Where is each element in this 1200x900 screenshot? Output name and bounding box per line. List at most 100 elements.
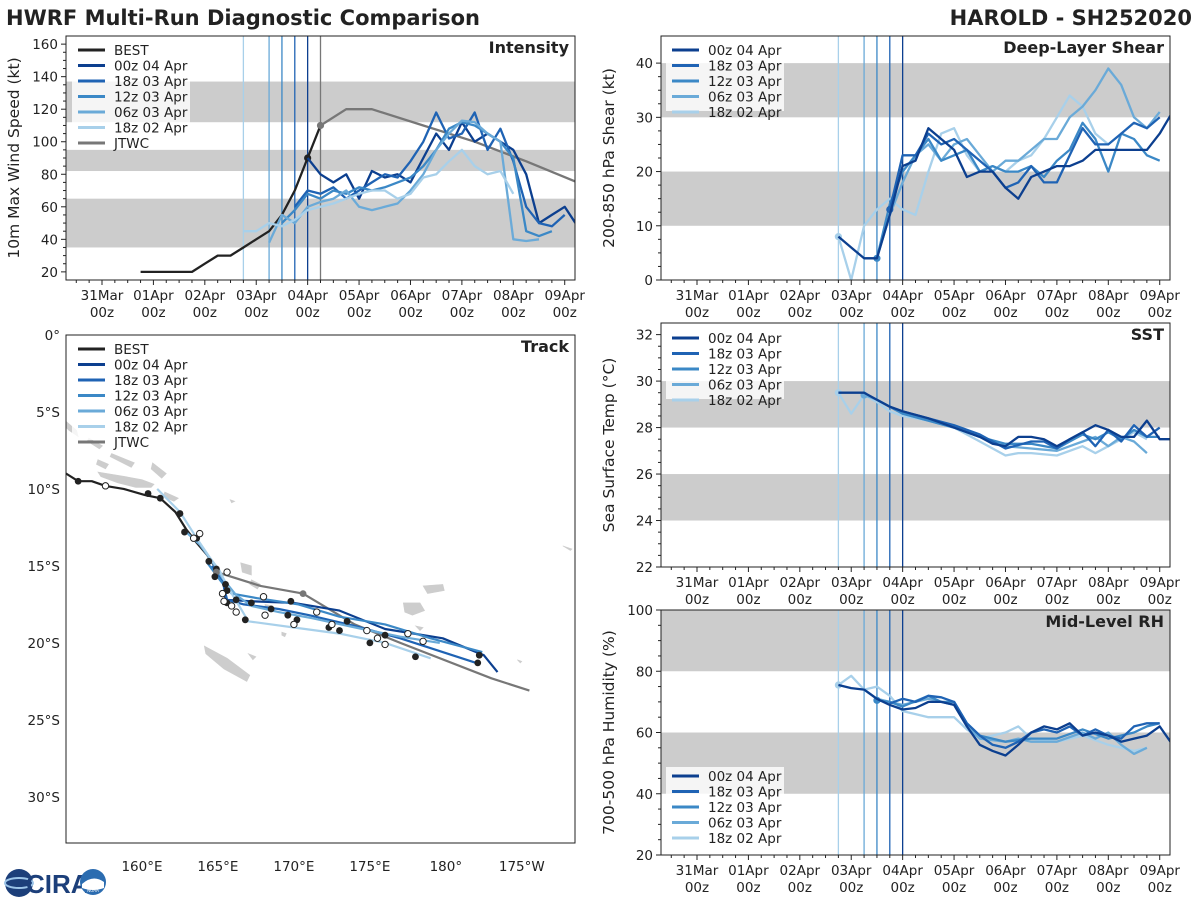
- panel-intensity: 2040608010012014016031Mar00z01Apr00z02Ap…: [5, 35, 585, 321]
- x-tick-label-date: 03Apr: [236, 288, 277, 304]
- y-tick-label: 100: [627, 603, 653, 619]
- x-tick-label-hour: 00z: [1045, 592, 1069, 608]
- x-tick-label-hour: 00z: [193, 305, 217, 321]
- legend-label: 18z 03 Apr: [114, 373, 188, 389]
- track-open-marker: [261, 611, 269, 619]
- track-position-marker: [211, 573, 219, 581]
- x-tick-label-date: 01Apr: [728, 288, 769, 304]
- y-tick-label: 28: [636, 421, 653, 437]
- y-tick-label: 26: [636, 467, 653, 483]
- track-open-marker: [189, 534, 198, 542]
- series-line: [875, 121, 1161, 259]
- globe-icon: [5, 869, 33, 897]
- x-tick-label-date: 07Apr: [442, 288, 483, 304]
- legend-label: 06z 03 Apr: [708, 90, 782, 106]
- x-tick-label-hour: 00z: [1096, 880, 1120, 896]
- legend-label: JTWC: [113, 435, 149, 451]
- x-tick-label-hour: 00z: [993, 880, 1017, 896]
- panel-title: Intensity: [489, 38, 570, 57]
- track-open-marker: [381, 640, 389, 649]
- x-tick-label-date: 03Apr: [831, 863, 872, 879]
- y-tick-label: 80: [41, 167, 58, 183]
- land-fiji-vanualevu: [422, 584, 445, 594]
- series-line: [837, 114, 1170, 260]
- x-tick-label-hour: 00z: [1045, 305, 1069, 321]
- legend-label: 18z 03 Apr: [114, 74, 188, 90]
- legend-label: 06z 03 Apr: [708, 816, 782, 832]
- x-tick-label-date: 05Apr: [934, 288, 975, 304]
- track-position-marker: [241, 616, 249, 624]
- track-open-marker: [196, 529, 204, 538]
- panel-title: Deep-Layer Shear: [1003, 38, 1164, 57]
- track-open-marker: [101, 482, 110, 490]
- x-tick-label-hour: 00z: [1096, 305, 1120, 321]
- legend-label: 18z 02 Apr: [708, 831, 782, 847]
- track-position-marker: [412, 653, 419, 661]
- x-tick-label-date: 06Apr: [985, 288, 1026, 304]
- x-tick-label-hour: 00z: [553, 305, 577, 321]
- legend-label: 00z 04 Apr: [114, 358, 188, 374]
- x-tick-label-hour: 00z: [296, 305, 320, 321]
- legend-label: 18z 03 Apr: [708, 347, 782, 363]
- track-position-marker: [287, 597, 295, 605]
- y-tick-label: 140: [32, 70, 58, 86]
- y-tick-label: 120: [32, 102, 58, 118]
- y-axis-label: 200-850 hPa Shear (kt): [600, 68, 618, 248]
- x-tick-label-date: 03Apr: [831, 288, 872, 304]
- y-tick-label: 30: [636, 374, 653, 390]
- track-position-marker: [222, 580, 229, 588]
- x-tick-label-hour: 00z: [942, 305, 966, 321]
- x-tick-label-hour: 00z: [1045, 880, 1069, 896]
- track-position-marker: [299, 590, 307, 598]
- land-solomon-newgeorgia: [96, 459, 109, 470]
- cira-logo: CIRA NOAA: [4, 869, 106, 899]
- track-open-marker: [232, 608, 240, 616]
- x-tick-label-date: 31Mar: [676, 288, 719, 304]
- series-line: [837, 392, 1148, 457]
- track-line: [66, 472, 218, 570]
- x-tick-label-hour: 00z: [891, 592, 915, 608]
- lon-label: 175°W: [499, 859, 545, 875]
- lat-label: 5°S: [36, 405, 60, 421]
- y-tick-label: 40: [636, 787, 653, 803]
- track-position-marker: [232, 596, 240, 604]
- threshold-band: [661, 171, 1170, 226]
- x-tick-label-date: 06Apr: [985, 863, 1026, 879]
- track-open-marker: [218, 589, 227, 598]
- x-tick-label-date: 09Apr: [1139, 575, 1180, 591]
- x-tick-label-hour: 00z: [141, 305, 165, 321]
- land-solomon-malaita: [150, 462, 167, 479]
- series-line: [243, 148, 515, 233]
- legend-label: 06z 03 Apr: [708, 378, 782, 394]
- x-tick-label-date: 05Apr: [339, 288, 380, 304]
- x-tick-label-date: 04Apr: [882, 575, 923, 591]
- x-tick-label-hour: 00z: [942, 880, 966, 896]
- track-position-marker: [475, 651, 483, 659]
- track-open-marker: [373, 634, 382, 642]
- y-tick-label: 80: [636, 664, 653, 680]
- track-position-marker: [267, 605, 275, 613]
- x-tick-label-date: 08Apr: [1088, 863, 1129, 879]
- land-vanuatu-tanna: [281, 631, 287, 638]
- legend-label: 12z 03 Apr: [708, 74, 782, 90]
- y-tick-label: 40: [41, 232, 58, 248]
- x-tick-label-date: 04Apr: [882, 288, 923, 304]
- lat-label: 15°S: [28, 559, 61, 575]
- track-position-marker: [343, 617, 351, 625]
- legend-label: 12z 03 Apr: [114, 90, 188, 106]
- x-tick-label-date: 09Apr: [544, 288, 585, 304]
- track-position-marker: [144, 490, 152, 497]
- x-tick-label-hour: 00z: [993, 305, 1017, 321]
- legend-box: [72, 340, 190, 440]
- series-line: [889, 405, 1161, 450]
- track-position-marker: [176, 510, 184, 517]
- x-tick-label-hour: 00z: [685, 880, 709, 896]
- x-tick-label-hour: 00z: [1148, 592, 1172, 608]
- land-fiji-kadavu: [414, 625, 424, 632]
- x-tick-label-hour: 00z: [244, 305, 268, 321]
- track-position-marker: [205, 557, 213, 565]
- lon-label: 160°E: [121, 859, 162, 875]
- x-tick-label-hour: 00z: [398, 305, 422, 321]
- land-santa-cruz: [229, 499, 236, 504]
